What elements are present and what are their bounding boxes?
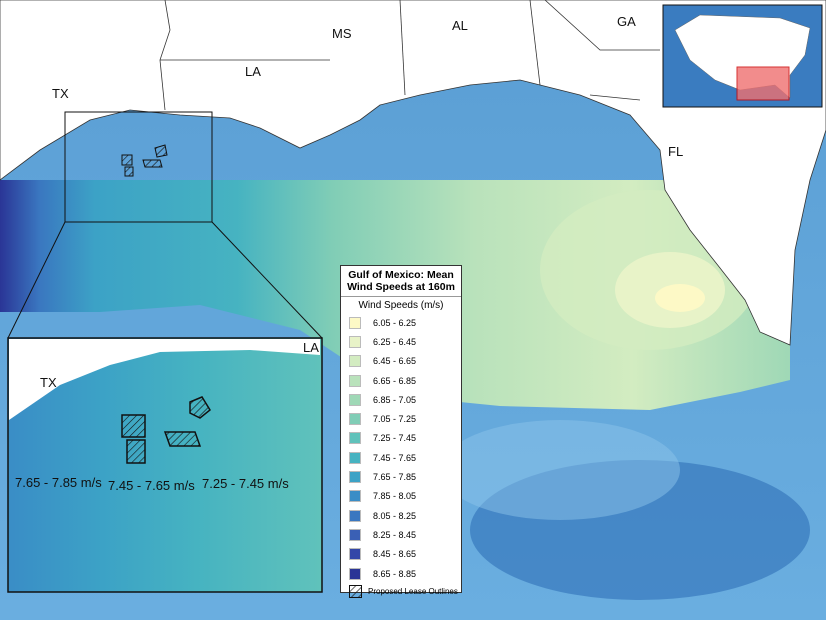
state-label: FL xyxy=(668,144,683,159)
state-borders xyxy=(159,0,660,111)
zoom-connector xyxy=(7,221,66,339)
legend-swatch xyxy=(349,316,361,329)
state-label: TX xyxy=(52,86,69,101)
legend-label: 6.05 - 6.25 xyxy=(373,317,417,328)
legend-label: 8.25 - 8.45 xyxy=(373,529,417,540)
legend-hatch-entry: Proposed Lease Outlines xyxy=(341,583,461,599)
state-label: GA xyxy=(617,14,636,29)
legend-swatch xyxy=(349,567,361,580)
legend-swatch xyxy=(349,490,361,503)
legend-swatch xyxy=(349,509,361,522)
legend-label: 6.65 - 6.85 xyxy=(373,375,417,386)
inset-label: TX xyxy=(40,375,57,390)
legend-label: 6.45 - 6.65 xyxy=(373,356,417,367)
legend-label: 6.25 - 6.45 xyxy=(373,336,417,347)
inset-annotation: 7.25 - 7.45 m/s xyxy=(202,476,289,491)
legend-item: 7.25 - 7.45 xyxy=(341,429,461,448)
state-label: AL xyxy=(452,18,468,33)
detail-inset: TX LA 7.65 - 7.85 m/s 7.45 - 7.65 m/s 7.… xyxy=(7,337,323,593)
legend-item: 6.65 - 6.85 xyxy=(341,371,461,390)
legend-item: 6.85 - 7.05 xyxy=(341,390,461,409)
legend-item: 6.25 - 6.45 xyxy=(341,332,461,351)
legend-swatch xyxy=(349,471,361,484)
locator-map xyxy=(662,4,823,108)
legend-swatch xyxy=(349,528,361,541)
legend-swatch xyxy=(349,413,361,426)
shallow-water xyxy=(440,420,680,520)
state-label: MS xyxy=(332,26,352,41)
legend-swatch xyxy=(349,393,361,406)
inset-annotation: 7.65 - 7.85 m/s xyxy=(15,475,102,490)
legend-title: Gulf of Mexico: Mean Wind Speeds at 160m xyxy=(341,266,461,297)
legend-item: 7.05 - 7.25 xyxy=(341,409,461,428)
land xyxy=(0,0,826,346)
legend-swatch xyxy=(349,335,361,348)
wind-contour xyxy=(655,284,705,312)
lease-outlines xyxy=(121,144,168,177)
legend-swatch xyxy=(349,548,361,561)
legend: Gulf of Mexico: Mean Wind Speeds at 160m… xyxy=(340,265,462,599)
legend-item: 6.45 - 6.65 xyxy=(341,352,461,371)
legend-item: 6.05 - 6.25 xyxy=(341,313,461,332)
legend-label: 7.85 - 8.05 xyxy=(373,491,417,502)
legend-label: 7.65 - 7.85 xyxy=(373,472,417,483)
inset-label: LA xyxy=(303,340,319,355)
legend-label: 7.45 - 7.65 xyxy=(373,452,417,463)
legend-item: 7.45 - 7.65 xyxy=(341,448,461,467)
legend-label: Proposed Lease Outlines xyxy=(368,587,458,597)
state-label: LA xyxy=(245,64,261,79)
zoom-box xyxy=(64,111,213,223)
zoom-connector xyxy=(211,221,323,339)
hatch-swatch xyxy=(349,585,362,599)
legend-item: 8.05 - 8.25 xyxy=(341,506,461,525)
legend-item: 7.85 - 8.05 xyxy=(341,487,461,506)
legend-item: 7.65 - 7.85 xyxy=(341,467,461,486)
legend-label: 7.05 - 7.25 xyxy=(373,414,417,425)
legend-swatch xyxy=(349,374,361,387)
legend-label: 8.45 - 8.65 xyxy=(373,549,417,560)
legend-label: 7.25 - 7.45 xyxy=(373,433,417,444)
legend-subtitle: Wind Speeds (m/s) xyxy=(358,300,444,311)
legend-items: 6.05 - 6.25 6.25 - 6.45 6.45 - 6.65 6.65 - … xyxy=(341,313,461,583)
legend-swatch xyxy=(349,432,361,445)
legend-swatch xyxy=(349,355,361,368)
legend-label: 8.65 - 8.85 xyxy=(373,568,417,579)
legend-item: 8.65 - 8.85 xyxy=(341,564,461,583)
legend-item: 8.25 - 8.45 xyxy=(341,525,461,544)
inset-annotation: 7.45 - 7.65 m/s xyxy=(108,478,195,493)
legend-label: 6.85 - 7.05 xyxy=(373,394,417,405)
legend-item: 8.45 - 8.65 xyxy=(341,545,461,564)
legend-label: 8.05 - 8.25 xyxy=(373,510,417,521)
legend-swatch xyxy=(349,451,361,464)
